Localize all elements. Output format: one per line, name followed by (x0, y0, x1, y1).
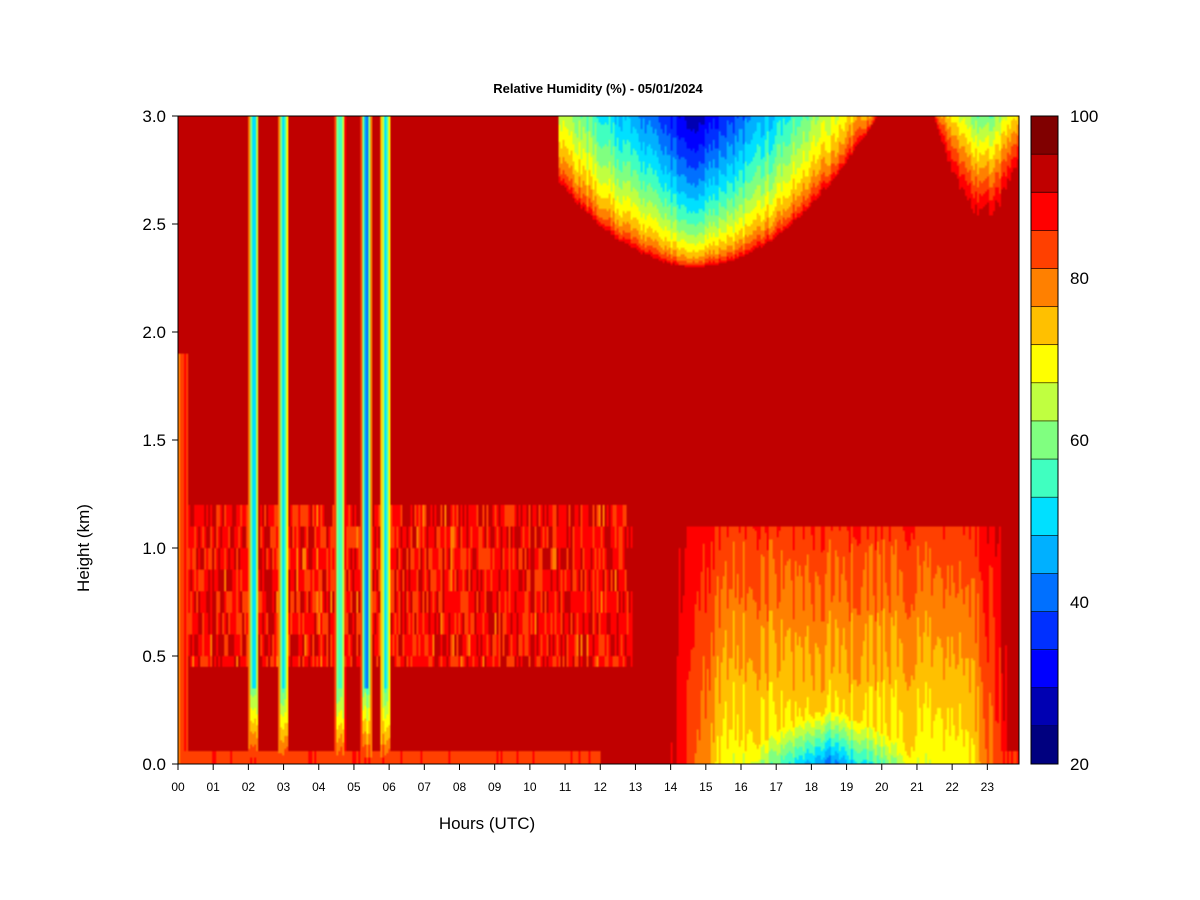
y-tick-label: 0.5 (142, 647, 166, 666)
x-tick-label: 09 (488, 780, 502, 794)
colorbar-band (1031, 725, 1058, 765)
colorbar-band (1031, 420, 1058, 460)
x-tick-label: 02 (242, 780, 256, 794)
x-tick-label: 00 (171, 780, 185, 794)
x-tick-label: 04 (312, 780, 326, 794)
colorbar-band (1031, 192, 1058, 231)
y-tick-label: 3.0 (142, 107, 166, 126)
x-tick-label: 12 (594, 780, 608, 794)
x-tick-label: 14 (664, 780, 678, 794)
colorbar-band (1031, 154, 1058, 193)
y-tick-label: 1.0 (142, 539, 166, 558)
x-tick-label: 20 (875, 780, 889, 794)
y-tick-label: 1.5 (142, 431, 166, 450)
y-tick-label: 0.0 (142, 755, 166, 774)
x-tick-label: 05 (347, 780, 361, 794)
x-axis-label: Hours (UTC) (439, 814, 535, 833)
y-axis-label: Height (km) (74, 504, 93, 592)
x-tick-label: 07 (418, 780, 432, 794)
x-tick-label: 13 (629, 780, 643, 794)
colorbar-band (1031, 268, 1058, 308)
y-tick-label: 2.5 (142, 215, 166, 234)
x-tick-label: 22 (945, 780, 959, 794)
colorbar-tick-label: 100 (1070, 107, 1098, 126)
y-tick-label: 2.0 (142, 323, 166, 342)
colorbar-band (1031, 306, 1058, 346)
x-tick-label: 16 (734, 780, 748, 794)
x-axis: 00 01 02 03 04 05 06 07 08 09 10 11 12 13 14 15 16 17 18 19… (171, 764, 994, 794)
x-tick-label: 18 (805, 780, 819, 794)
x-tick-label: 15 (699, 780, 713, 794)
colorbar-band (1031, 459, 1058, 498)
x-tick-label: 03 (277, 780, 291, 794)
x-tick-label: 10 (523, 780, 537, 794)
x-tick-label: 19 (840, 780, 854, 794)
colorbar-band (1031, 611, 1058, 651)
colorbar-band (1031, 382, 1058, 422)
colorbar-tick-label: 60 (1070, 431, 1089, 450)
x-tick-label: 06 (382, 780, 396, 794)
heatmap-image (178, 116, 1019, 764)
colorbar-frame (1030, 115, 1059, 765)
x-tick-label: 17 (770, 780, 784, 794)
colorbar-band (1031, 687, 1058, 727)
colorbar-band (1031, 497, 1058, 536)
x-tick-label: 08 (453, 780, 467, 794)
colorbar-band (1031, 649, 1058, 689)
colorbar-band (1031, 116, 1058, 155)
x-tick-label: 21 (910, 780, 924, 794)
colorbar-band (1031, 573, 1058, 613)
x-tick-label: 01 (207, 780, 221, 794)
x-tick-label: 11 (559, 780, 572, 794)
chart-title: Relative Humidity (%) - 05/01/2024 (493, 81, 703, 96)
colorbar-tick-label: 40 (1070, 593, 1089, 612)
colorbar-band (1031, 230, 1058, 269)
colorbar: 20 40 60 80 100 (1030, 107, 1098, 774)
y-axis: 0.0 0.5 1.0 1.5 2.0 2.5 3.0 (142, 107, 178, 774)
colorbar-band (1031, 344, 1058, 384)
colorbar-tick-label: 80 (1070, 269, 1089, 288)
colorbar-band (1031, 535, 1058, 574)
colorbar-tick-label: 20 (1070, 755, 1089, 774)
x-tick-label: 23 (981, 780, 995, 794)
